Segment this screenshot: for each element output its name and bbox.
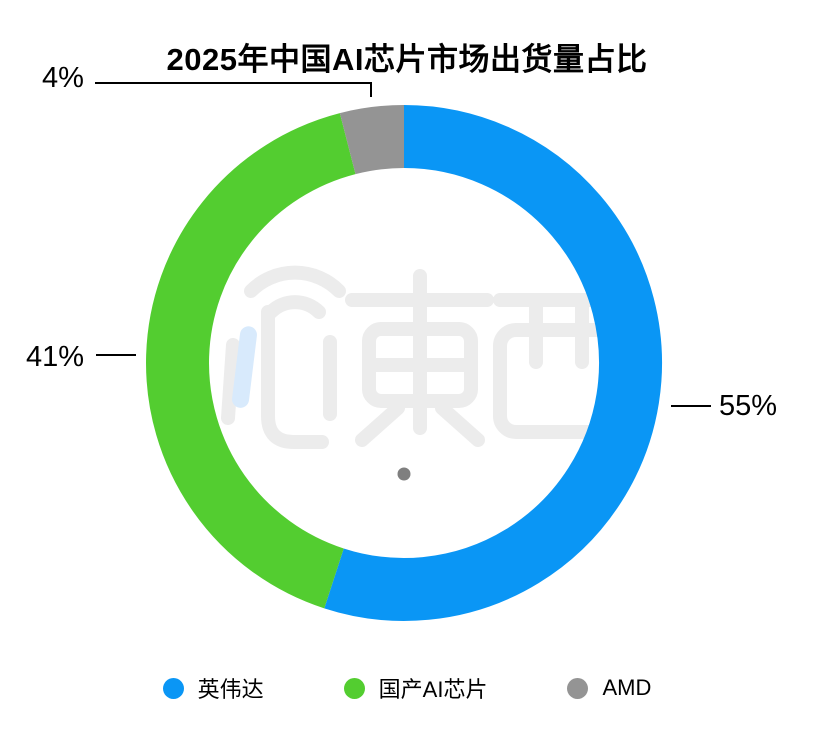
legend: 英伟达 国产AI芯片 AMD [0,672,814,704]
wifi-arc-icon [264,295,326,319]
legend-swatch-domestic [343,677,365,699]
chart-title: 2025年中国AI芯片市场出货量占比 [166,42,648,77]
donut-slice-0 [324,105,662,621]
legend-item-domestic: 国产AI芯片 [343,672,488,704]
watermark-stroke [221,338,240,425]
wifi-arc-icon [244,265,346,298]
legend-label-amd: AMD [602,675,652,700]
legend-swatch-amd [567,677,589,699]
legend-label-nvidia: 英伟达 [197,677,264,702]
donut-slices [146,105,662,621]
slice-label-domestic: 41% [26,341,85,373]
legend-item-nvidia: 英伟达 [162,672,264,704]
slice-label-nvidia: 55% [719,390,778,422]
slice-label-amd: 4% [42,62,84,94]
legend-swatch-nvidia [162,677,184,699]
watermark-stroke [261,305,329,449]
donut-slice-1 [146,113,356,609]
legend-item-amd: AMD [567,675,651,701]
donut-slice-2 [339,105,405,175]
watermark-stroke [435,401,485,447]
watermark-stroke [355,401,405,447]
leader-lines [95,82,711,407]
legend-label-domestic: 国产AI芯片 [378,677,488,702]
center-dot [397,467,411,481]
watermark-logo [221,265,625,449]
watermark-accent-bar [232,326,257,408]
leader-line-amd [95,82,372,97]
